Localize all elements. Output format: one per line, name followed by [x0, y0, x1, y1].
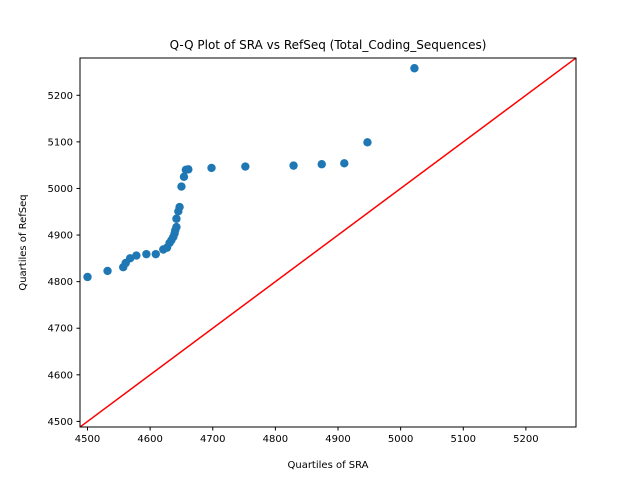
points-layer	[83, 64, 419, 282]
y-tick-label: 5200	[48, 91, 73, 102]
data-point	[289, 161, 298, 170]
data-point	[241, 162, 250, 171]
data-point	[172, 214, 181, 223]
x-tick-label: 4900	[325, 434, 350, 445]
y-tick-label: 4600	[48, 370, 73, 381]
data-point	[151, 249, 160, 259]
data-point	[177, 182, 186, 191]
data-point	[410, 64, 419, 73]
y-tick-label: 4700	[48, 324, 73, 335]
data-point	[125, 254, 135, 263]
y-tick-label: 4500	[48, 417, 73, 428]
data-point	[184, 165, 193, 174]
y-tick-label: 4800	[48, 277, 73, 288]
data-point	[179, 172, 189, 182]
x-tick-label: 5200	[513, 434, 538, 445]
y-tick-label: 5100	[48, 137, 73, 148]
data-point	[207, 163, 216, 173]
x-tick-label: 5100	[451, 434, 476, 445]
data-point	[83, 272, 92, 282]
y-axis-label: Quartiles of RefSeq	[18, 194, 29, 290]
data-point	[175, 202, 184, 212]
reference-line-layer	[80, 58, 576, 427]
y-tick-label: 4900	[48, 231, 73, 242]
data-point	[340, 159, 349, 168]
data-point	[363, 138, 372, 147]
x-tick-label: 4500	[75, 434, 100, 445]
y-axis-ticks: 4500 4600 4700 4800 4900 5000 5100 5200	[48, 91, 80, 428]
x-tick-label: 4800	[263, 434, 288, 445]
x-tick-label: 5000	[388, 434, 413, 445]
x-axis-label: Quartiles of SRA	[287, 460, 368, 471]
data-point	[317, 160, 326, 169]
data-point	[103, 266, 112, 276]
data-point	[142, 249, 151, 259]
chart-title: Q-Q Plot of SRA vs RefSeq (Total_Coding_…	[170, 38, 487, 52]
x-tick-label: 4700	[200, 434, 225, 445]
data-point	[132, 251, 141, 260]
axes-frame	[79, 57, 577, 428]
x-axis-ticks: 4500 4600 4700 4800 4900 5000 5100 5200	[75, 427, 539, 445]
y-tick-label: 5000	[48, 184, 73, 195]
reference-line	[80, 58, 576, 427]
data-point	[172, 222, 181, 232]
x-tick-label: 4600	[137, 434, 162, 445]
